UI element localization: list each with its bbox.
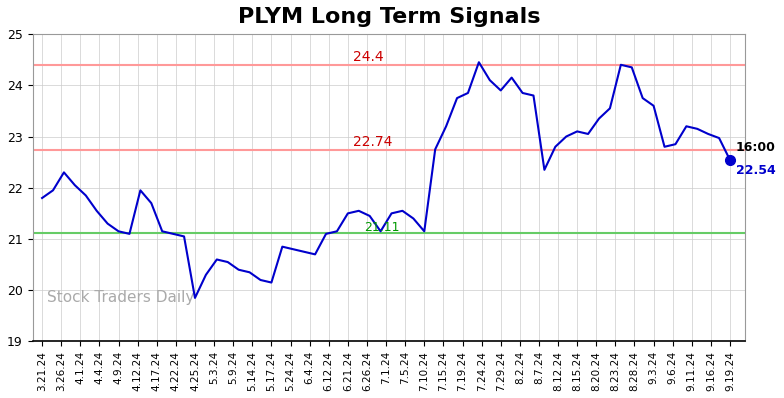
Text: Stock Traders Daily: Stock Traders Daily <box>47 290 194 304</box>
Text: 21.11: 21.11 <box>364 221 399 234</box>
Text: 16:00: 16:00 <box>735 141 775 154</box>
Text: 24.4: 24.4 <box>354 50 384 64</box>
Text: 22.54: 22.54 <box>735 164 775 178</box>
Text: 22.74: 22.74 <box>354 135 393 149</box>
Title: PLYM Long Term Signals: PLYM Long Term Signals <box>238 7 540 27</box>
